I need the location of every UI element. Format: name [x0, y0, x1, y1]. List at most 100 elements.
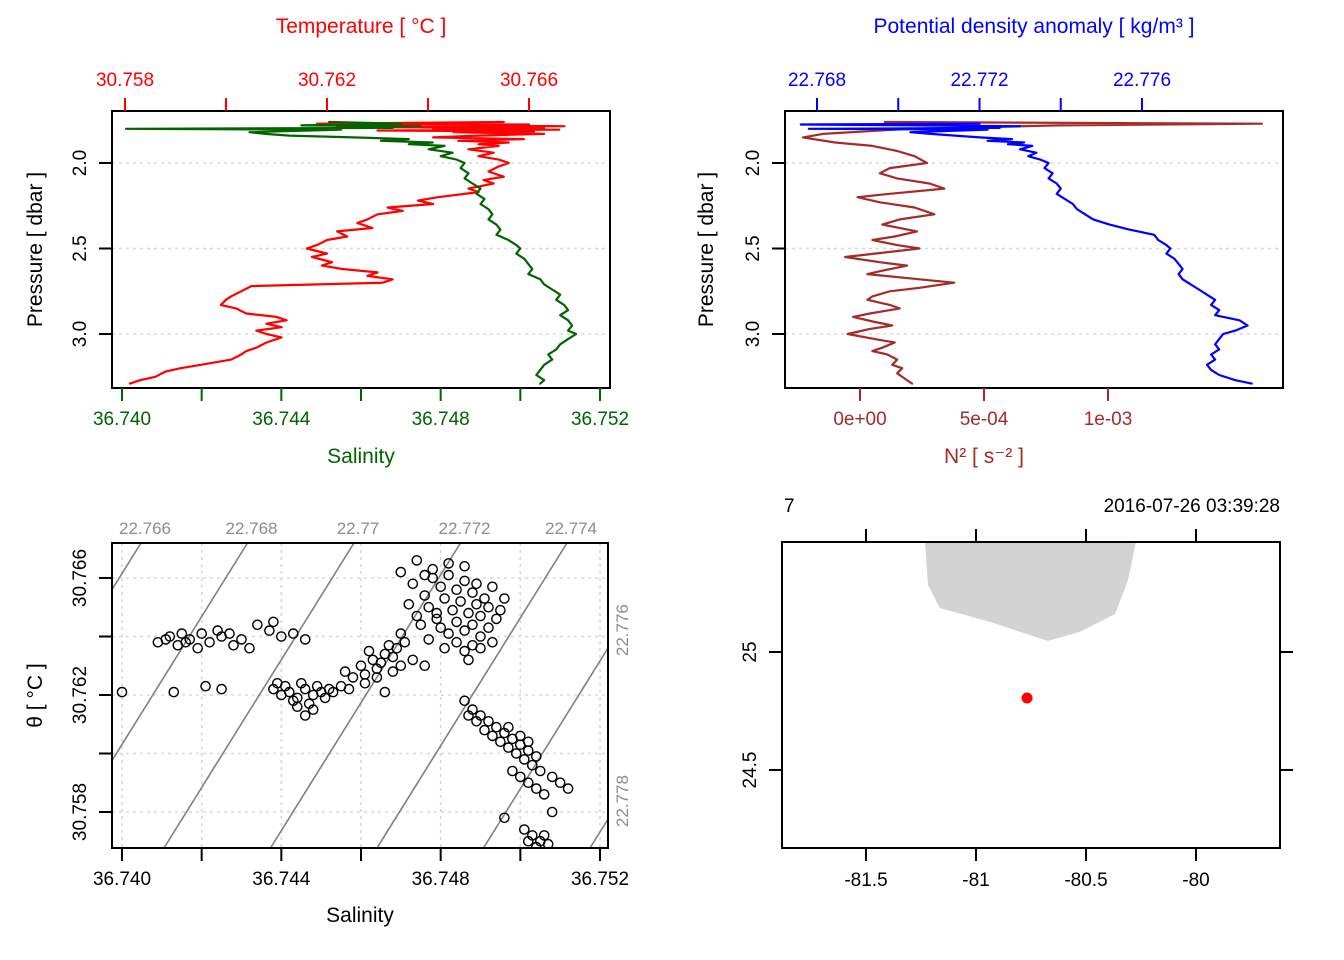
ts-point [538, 789, 550, 800]
isopycnal-label-top: 22.772 [439, 519, 491, 538]
ts-point [459, 561, 470, 572]
pressure-axis-title: Pressure [ dbar ] [695, 172, 718, 327]
density-axis-tick-label: 22.768 [788, 70, 846, 91]
ts-point [299, 634, 311, 645]
ts-point [487, 637, 498, 648]
ts-point [487, 581, 498, 593]
isopycnal-label-right: 22.776 [613, 604, 632, 656]
ts-point [451, 637, 462, 648]
ts-point [439, 642, 450, 654]
isopycnal-label-top: 22.766 [119, 519, 171, 538]
ts-point [176, 628, 188, 639]
isopycnal-line [269, 543, 462, 848]
ts-point [363, 645, 375, 657]
ts-point [343, 683, 355, 695]
ts-point [311, 680, 323, 692]
salinity-curve [124, 120, 578, 385]
ts-point [180, 637, 191, 648]
n2-curve [801, 120, 1263, 385]
ts-point [403, 599, 415, 610]
ts-point [395, 660, 407, 672]
ts-point [264, 625, 275, 636]
ts-point [411, 610, 423, 622]
latitude-tick-label: 24.5 [740, 752, 761, 789]
ts-point [435, 622, 447, 634]
salinity-axis-tick-label: 36.740 [93, 409, 151, 430]
temperature-axis-tick-label: 30.762 [298, 70, 356, 91]
theta-axis-tick-label: 30.766 [70, 549, 91, 607]
isopycnal-label-top: 22.768 [226, 519, 278, 538]
salinity-axis-tick-label: 36.752 [571, 409, 629, 430]
ts-point [160, 634, 172, 645]
ts-point [483, 622, 494, 634]
ts-point [531, 751, 542, 762]
latitude-tick-label: 25 [740, 641, 761, 662]
ts-point [503, 742, 514, 753]
ts-point [491, 613, 502, 625]
ts-point [523, 736, 534, 748]
ts-point [379, 686, 391, 698]
longitude-tick-label: -81 [962, 870, 989, 891]
ts-point [463, 654, 474, 666]
ts-point [295, 678, 307, 689]
pressure-axis-title: Pressure [ dbar ] [24, 172, 47, 327]
ts-point [475, 631, 486, 642]
ts-point [387, 666, 399, 677]
ts-point [531, 783, 542, 794]
density-axis-title: Potential density anomaly [ kg/m³ ] [874, 15, 1195, 38]
ts-point [224, 628, 235, 639]
panel-density-n2-profile: 22.768 22.772 22.776 0e+00 5e-04 1e-03 2.0 2.5 3… [695, 15, 1284, 468]
theta-axis-title: θ [ °C ] [24, 663, 47, 727]
isopycnal-line [112, 543, 249, 763]
ts-point [252, 619, 263, 631]
density-axis-tick-label: 22.776 [1113, 70, 1171, 91]
ts-point [355, 660, 367, 672]
ts-point [523, 745, 534, 756]
ts-point [523, 835, 534, 847]
salinity-axis-title: Salinity [327, 445, 395, 468]
ts-point [387, 651, 399, 663]
pressure-axis-tick-label: 2.0 [743, 150, 764, 176]
ts-point [546, 771, 558, 783]
ts-point [427, 563, 439, 575]
ts-point [268, 616, 279, 628]
ts-point [463, 710, 474, 721]
ts-point [407, 654, 419, 666]
ts-point [483, 601, 494, 613]
ts-point [459, 575, 470, 587]
ts-point [554, 777, 566, 789]
salinity-axis-tick-label: 36.748 [412, 409, 470, 430]
ts-point [419, 569, 431, 581]
ts-point [455, 596, 466, 607]
ts-point [519, 754, 530, 765]
ts-point [515, 730, 526, 742]
ts-point [443, 569, 454, 581]
ts-point [538, 830, 550, 841]
ts-point [471, 716, 482, 727]
ts-point [503, 721, 514, 733]
station-datetime: 2016-07-26 03:39:28 [1104, 496, 1280, 517]
n2-axis-tick-label: 0e+00 [833, 409, 886, 430]
isopycnal-line [482, 646, 608, 848]
ts-point [510, 748, 522, 759]
temperature-axis-title: Temperature [ °C ] [276, 15, 447, 38]
ts-point [411, 555, 423, 566]
theta-axis-tick-label: 30.762 [70, 666, 91, 724]
ts-point [467, 587, 478, 598]
ts-point [395, 628, 407, 639]
isopycnal-label-top: 22.774 [545, 519, 597, 538]
ts-point [192, 642, 203, 654]
ts-point [562, 783, 574, 794]
ts-point [459, 645, 470, 657]
ts-point [443, 628, 454, 639]
salinity-axis-tick-label: 36.744 [252, 869, 311, 890]
pressure-axis-tick-label: 2.5 [743, 235, 764, 261]
ts-point [499, 593, 510, 604]
pressure-axis-tick-label: 3.0 [743, 321, 764, 347]
land-polygon [925, 542, 1136, 641]
ts-point [431, 607, 443, 619]
salinity-axis-tick-label: 36.752 [571, 869, 629, 890]
ts-point [395, 566, 407, 578]
ts-point [407, 578, 419, 590]
ts-point [535, 765, 546, 777]
